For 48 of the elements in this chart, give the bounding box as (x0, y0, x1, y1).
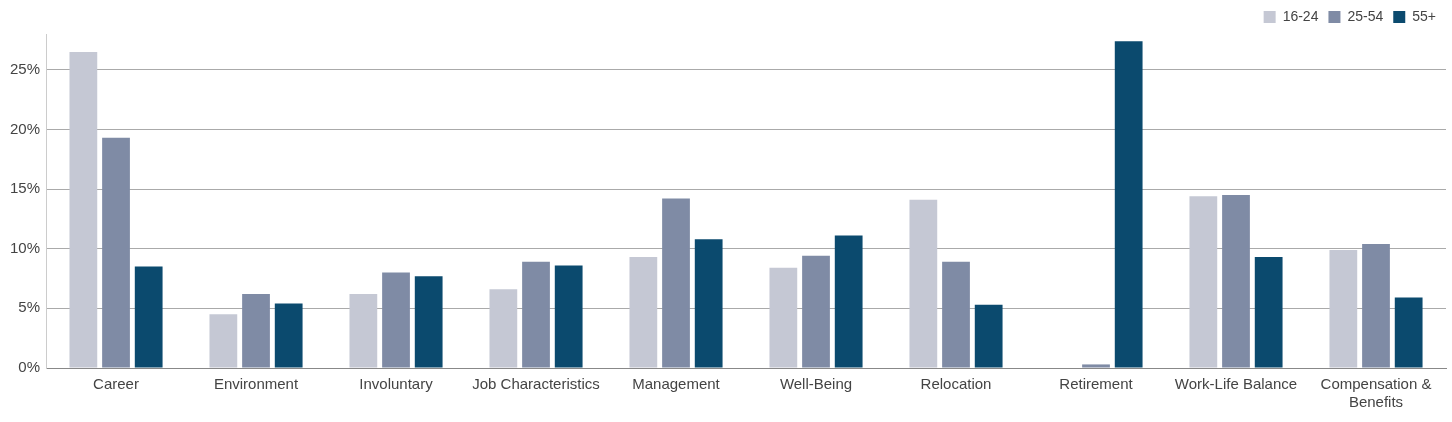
bar (209, 314, 238, 368)
y-tick-label: 20% (9, 119, 41, 137)
x-tick-label: Career (93, 375, 139, 393)
x-tick-label: Job Characteristics (472, 375, 600, 393)
bar (662, 198, 690, 368)
x-tick-label: Management (632, 375, 721, 393)
bar (1222, 195, 1250, 368)
bar (834, 235, 863, 368)
y-tick-label: 15% (9, 179, 41, 197)
y-tick-label: 5% (18, 298, 41, 316)
bar (69, 51, 98, 368)
legend-label: 25-54 (1347, 7, 1384, 24)
x-tick-label: Retirement (1059, 375, 1134, 393)
x-tick-label: Compensation & Benefits (1320, 375, 1432, 411)
legend-label: 55+ (1412, 7, 1436, 24)
bar (242, 294, 270, 368)
bar (974, 304, 1003, 368)
x-tick-label: Well-Being (779, 375, 853, 393)
bar (489, 289, 518, 368)
x-tick-label: Work-Life Balance (1174, 375, 1298, 393)
bar (1329, 249, 1358, 368)
bar (382, 272, 410, 368)
bar (694, 239, 723, 368)
bar (1114, 41, 1143, 368)
bar (274, 303, 303, 368)
y-tick-label: 10% (9, 238, 41, 256)
y-tick-label: 25% (9, 59, 41, 77)
y-tick-label: 0% (18, 358, 41, 376)
bar (1254, 257, 1283, 368)
bar (769, 267, 798, 368)
bar (942, 261, 970, 368)
x-tick-label: Environment (213, 375, 299, 393)
bar (802, 255, 830, 368)
bar (909, 199, 938, 368)
bar (134, 266, 163, 368)
bar (102, 137, 130, 368)
bar (1189, 196, 1218, 368)
x-tick-label: Involuntary (359, 375, 434, 393)
bar (554, 265, 583, 368)
bar (1362, 243, 1390, 368)
bar (1394, 297, 1423, 368)
bar (629, 257, 658, 368)
bar (414, 276, 443, 368)
bar (1082, 364, 1110, 368)
bar (349, 294, 378, 368)
bar (522, 261, 550, 368)
x-tick-label: Relocation (920, 375, 992, 393)
legend-label: 16-24 (1282, 7, 1319, 24)
